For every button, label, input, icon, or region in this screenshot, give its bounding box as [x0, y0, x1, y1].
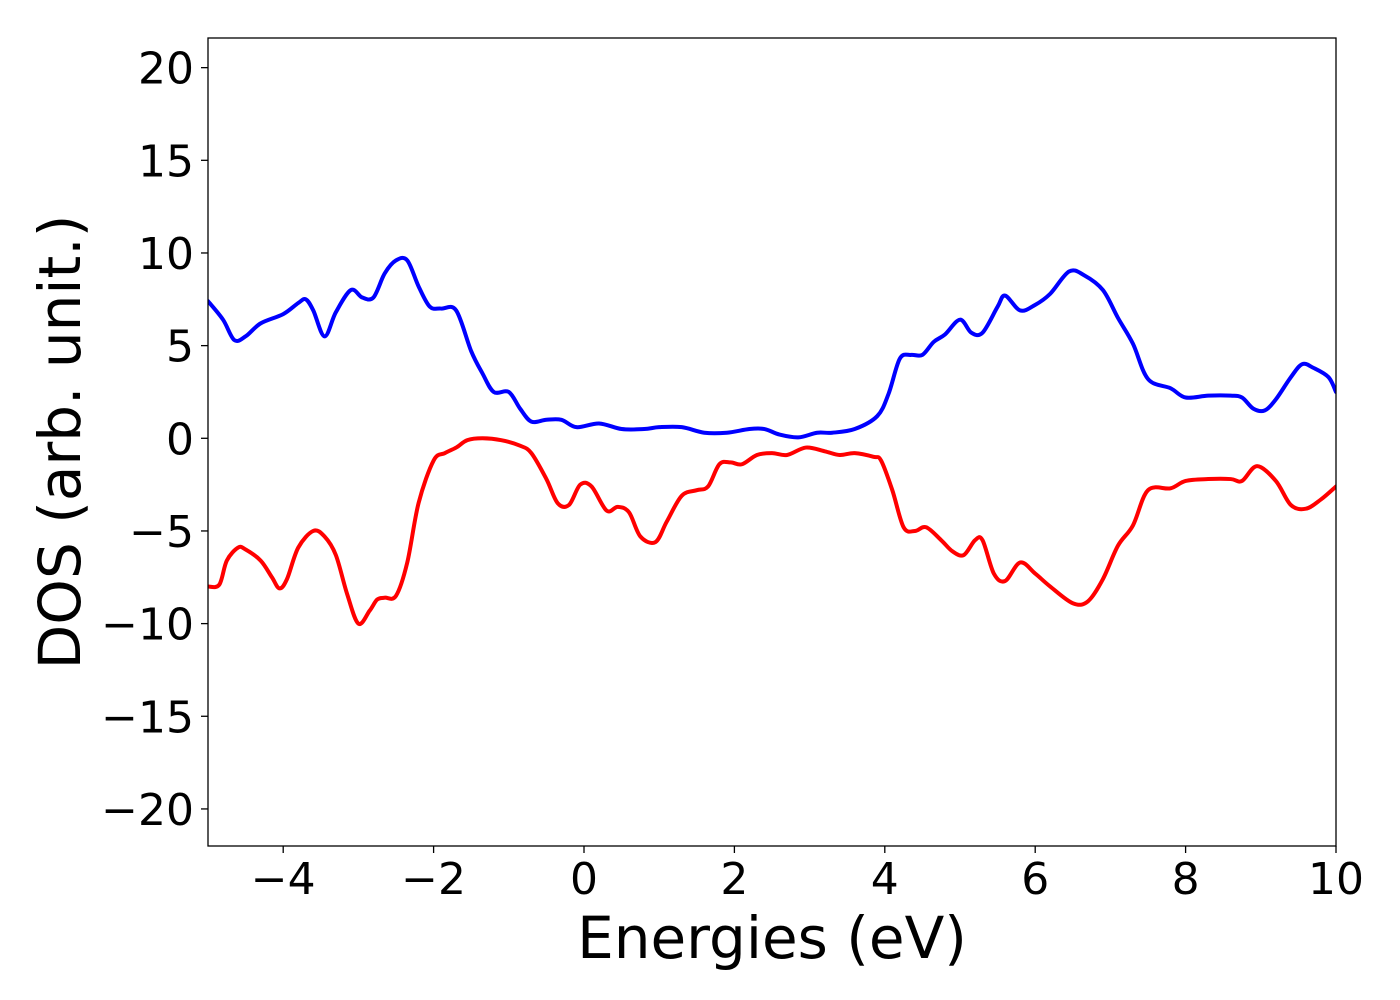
series-line-blue [208, 255, 1336, 440]
x-tick-label: 6 [1021, 854, 1049, 905]
x-tick-label: 2 [720, 854, 748, 905]
series-layer [208, 255, 1336, 627]
y-tick-label: −15 [101, 692, 194, 743]
x-axis-label: Energies (eV) [577, 904, 967, 972]
y-tick-label: 15 [138, 136, 194, 187]
x-tick-label: 4 [871, 854, 899, 905]
x-tick-label: 10 [1308, 854, 1364, 905]
x-tick-label: −4 [251, 854, 316, 905]
plot-frame [207, 37, 1337, 847]
y-axis-label: DOS (arb. unit.) [26, 215, 94, 670]
y-tick-label: 10 [138, 229, 194, 280]
y-axis-ticks: 20 15 10 5 0 −5 −10 −15 −20 [101, 44, 208, 836]
x-tick-label: 8 [1172, 854, 1200, 905]
x-tick-label: −2 [401, 854, 466, 905]
y-tick-label: 0 [166, 414, 194, 465]
series-line-red [208, 436, 1336, 627]
x-axis-ticks: −4 −2 0 2 4 6 8 10 [251, 846, 1364, 905]
y-tick-label: 5 [166, 322, 194, 373]
x-tick-label: 0 [570, 854, 598, 905]
y-tick-label: −10 [101, 600, 194, 651]
y-tick-label: 20 [138, 44, 194, 95]
y-tick-label: −5 [129, 507, 194, 558]
y-tick-label: −20 [101, 785, 194, 836]
